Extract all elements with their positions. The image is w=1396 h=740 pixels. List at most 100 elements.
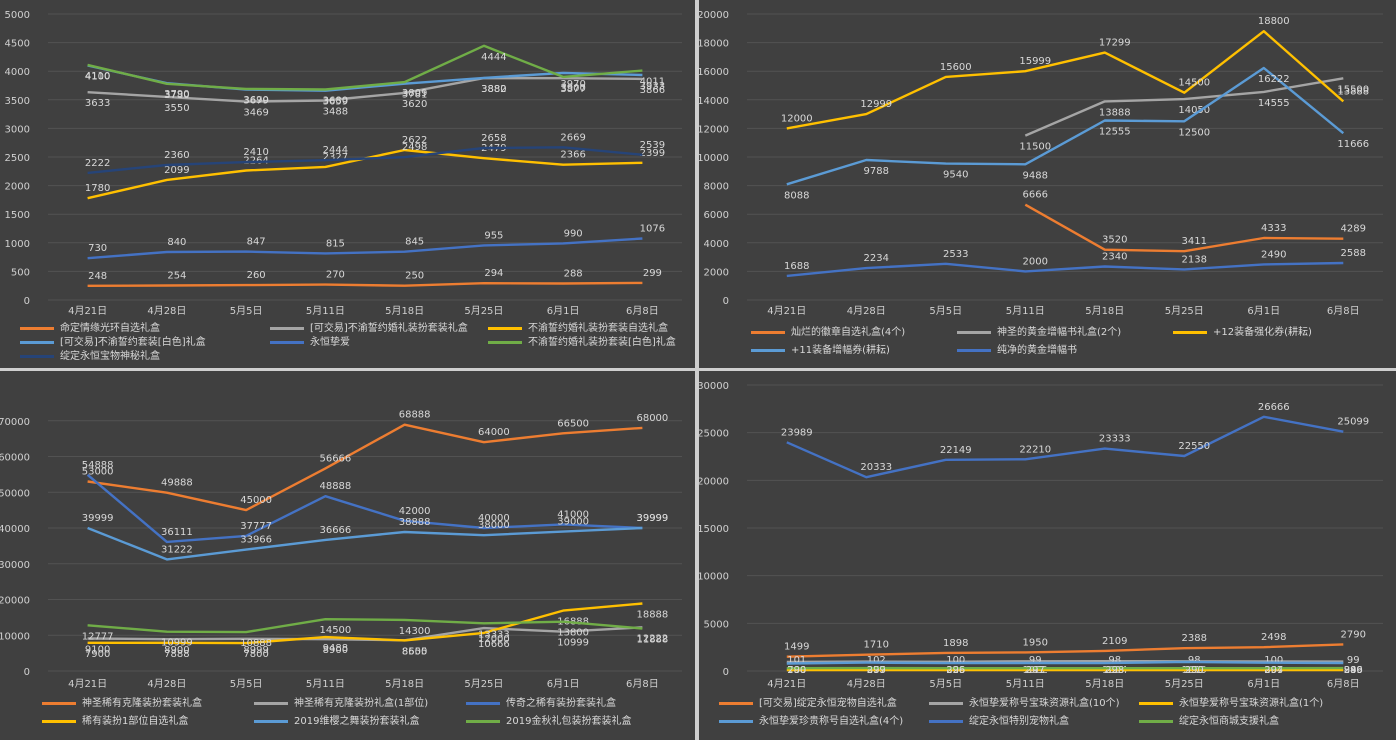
legend-item: 永恒挚爱称号宝珠资源礼盒(10个) <box>929 697 1120 711</box>
series-line <box>786 261 1344 278</box>
data-label: 299 <box>1344 665 1363 676</box>
data-label: 9540 <box>943 170 968 181</box>
data-label: 828 <box>1105 665 1124 676</box>
data-label: 3659 <box>323 97 348 108</box>
data-label: 955 <box>1185 665 1204 676</box>
legend-item: 不渝誓约婚礼装扮套装自选礼盒 <box>488 322 668 336</box>
data-label: 2340 <box>1102 252 1127 263</box>
legend-swatch <box>719 719 753 723</box>
legend-item: 神圣稀有克隆装扮套装礼盒 <box>42 697 202 711</box>
legend-swatch <box>20 340 54 344</box>
y-tick-label: 1500 <box>5 210 30 221</box>
chart-svg: 0 500 1000 1500 2000 2500 3000 3500 4000 4500 5000… <box>5 10 682 317</box>
x-tick-label: 6月8日 <box>626 678 659 690</box>
legend-item: 绽定永恒宝物神秘礼盒 <box>20 350 160 364</box>
x-tick-label: 4月28日 <box>847 305 886 317</box>
legend-item: [可交易]绽定永恒宠物自选礼盒 <box>719 697 897 711</box>
series-line <box>786 66 1345 186</box>
data-label: 38888 <box>399 517 431 528</box>
y-tick-label: 5000 <box>704 619 729 630</box>
legend-item: 神圣稀有克隆装扮礼盒(1部位) <box>254 697 428 711</box>
data-label: 2222 <box>85 158 110 169</box>
legend-item: 命定情缘光环自选礼盒 <box>20 322 160 336</box>
y-tick-label: 50000 <box>0 488 30 499</box>
data-label: 2138 <box>1182 254 1207 265</box>
data-label: 847 <box>247 237 266 248</box>
y-tick-label: 25000 <box>699 429 729 440</box>
x-tick-label: 6月1日 <box>1247 305 1280 317</box>
y-tick-label: 40000 <box>0 524 30 535</box>
legend-swatch <box>254 701 288 705</box>
legend-label: 2019金秋礼包装扮套装礼盒 <box>506 716 632 727</box>
data-label: 840 <box>167 237 186 248</box>
data-label: 14500 <box>319 625 351 636</box>
data-label: 4110 <box>85 71 110 82</box>
legend-label: 永恒挚爱珍贵称号自选礼盒(4个) <box>759 716 904 727</box>
x-tick-label: 4月28日 <box>147 678 186 690</box>
data-label: 54888 <box>82 460 114 471</box>
data-label: 3866 <box>640 85 665 96</box>
data-label: 1780 <box>85 183 110 194</box>
y-tick-label: 0 <box>24 667 30 678</box>
data-label: 829 <box>946 665 965 676</box>
data-label: 299 <box>867 665 886 676</box>
x-tick-label: 5月25日 <box>464 678 503 690</box>
data-label: 12222 <box>636 633 668 644</box>
x-tick-label: 5月11日 <box>1006 678 1045 690</box>
data-label: 955 <box>484 230 503 241</box>
y-tick-label: 0 <box>723 667 729 678</box>
y-tick-label: 4000 <box>5 67 30 78</box>
data-label: 1688 <box>784 261 809 272</box>
data-label: 299 <box>643 268 662 279</box>
data-label: 841 <box>1026 665 1045 676</box>
data-label: 877 <box>867 665 886 676</box>
data-label: 45000 <box>240 495 272 506</box>
data-label: 14555 <box>1258 98 1290 109</box>
x-tick-label: 6月8日 <box>1327 678 1360 690</box>
legend-swatch <box>1173 330 1207 334</box>
legend-swatch <box>42 701 76 705</box>
data-label: 20333 <box>860 462 892 473</box>
y-tick-label: 60000 <box>0 453 30 464</box>
data-label: 8999 <box>243 645 268 656</box>
data-label: 270 <box>326 270 345 281</box>
data-label: 99 <box>1029 655 1042 666</box>
data-label: 2360 <box>164 150 189 161</box>
data-label: 12000 <box>781 113 813 124</box>
data-label: 11666 <box>1337 139 1369 150</box>
data-label: 3780 <box>164 90 189 101</box>
data-label: 39999 <box>636 513 668 524</box>
legend-label: 纯净的黄金增幅书 <box>997 345 1077 356</box>
data-label: 38000 <box>478 520 510 531</box>
legend-label: 绽定永恒商城支援礼盒 <box>1179 716 1279 727</box>
data-label: 730 <box>88 243 107 254</box>
data-label: 2588 <box>1341 248 1366 259</box>
data-label: 3411 <box>1182 236 1207 247</box>
legend-swatch <box>488 340 522 344</box>
data-label: 2099 <box>164 165 189 176</box>
data-label: 248 <box>88 271 107 282</box>
legend-label: +12装备强化券(耕耘) <box>1213 327 1312 338</box>
data-label: 3882 <box>481 84 506 95</box>
y-tick-label: 30000 <box>699 381 729 392</box>
legend-label: 不渝誓约婚礼装扮套装自选礼盒 <box>528 323 668 334</box>
legend-label: 永恒挚爱称号宝珠资源礼盒(1个) <box>1179 698 1324 709</box>
data-label: 298 <box>1105 665 1124 676</box>
legend-item: 绽定永恒商城支援礼盒 <box>1139 715 1279 729</box>
data-label: 2388 <box>1182 633 1207 644</box>
x-tick-label: 4月21日 <box>767 305 806 317</box>
x-tick-label: 5月5日 <box>929 678 962 690</box>
data-label: 2498 <box>402 142 427 153</box>
data-label: 9788 <box>864 166 889 177</box>
data-label: 1710 <box>864 640 889 651</box>
data-label: 98 <box>1108 655 1121 666</box>
data-label: 99 <box>1347 655 1360 666</box>
legend-label: 不渝誓约婚礼装扮套装[白色]礼盒 <box>528 337 676 348</box>
data-label: 41000 <box>557 509 589 520</box>
legend-swatch <box>957 330 991 334</box>
legend-swatch <box>957 348 991 352</box>
data-label: 100 <box>946 655 965 666</box>
y-tick-label: 70000 <box>0 417 30 428</box>
legend-swatch <box>20 354 54 358</box>
data-label: 18888 <box>636 609 668 620</box>
